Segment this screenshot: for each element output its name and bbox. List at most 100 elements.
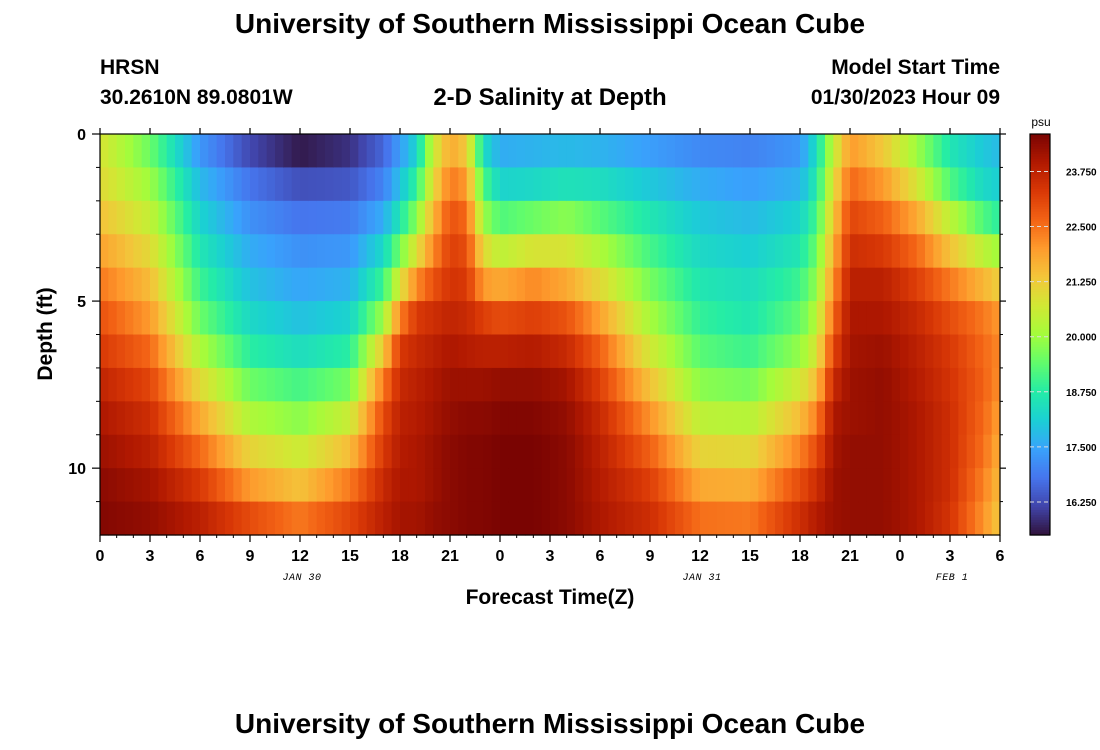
colorbar-swatch [1030, 329, 1050, 333]
heatmap-cell [625, 401, 634, 436]
heatmap-cell [766, 401, 776, 436]
heatmap-cell [108, 134, 118, 169]
heatmap-cell [825, 267, 834, 302]
heatmap-cell [475, 334, 484, 369]
heatmap-cell [791, 501, 801, 536]
heatmap-cell [483, 334, 493, 369]
heatmap-cell [983, 401, 993, 436]
heatmap-cell [966, 401, 976, 436]
heatmap-cell [375, 200, 384, 235]
heatmap-cell [525, 468, 534, 503]
heatmap-cell [233, 134, 243, 169]
colorbar-swatch [1030, 224, 1050, 228]
heatmap-cell [866, 167, 876, 202]
heatmap-cell [233, 468, 243, 503]
heatmap-cell [216, 267, 226, 302]
heatmap-cell [566, 200, 576, 235]
heatmap-cell [991, 134, 1001, 169]
heatmap-cell [516, 367, 526, 402]
heatmap-cell [375, 401, 384, 436]
heatmap-cell [200, 234, 209, 269]
colorbar-swatch [1030, 387, 1050, 391]
heatmap-cell [175, 134, 184, 169]
colorbar-swatch [1030, 437, 1050, 441]
heatmap-cell [341, 501, 351, 536]
heatmap-cell [608, 367, 618, 402]
heatmap-cell [300, 401, 309, 436]
heatmap-cell [716, 468, 726, 503]
heatmap-cell [291, 267, 301, 302]
heatmap-cell [458, 267, 468, 302]
heatmap-cell [350, 200, 359, 235]
heatmap-cell [816, 334, 826, 369]
heatmap-cell [466, 334, 476, 369]
heatmap-cell [441, 301, 451, 336]
heatmap-cell [958, 367, 968, 402]
heatmap-cell [950, 501, 959, 536]
colorbar-swatch [1030, 449, 1050, 453]
heatmap-cell [741, 334, 751, 369]
heatmap-cell [383, 134, 393, 169]
heatmap-cell [933, 434, 943, 469]
heatmap-cell [491, 501, 501, 536]
heatmap-cell [808, 501, 818, 536]
colorbar-swatch [1030, 304, 1050, 308]
heatmap-cell [916, 401, 926, 436]
heatmap-cell [808, 267, 818, 302]
heatmap-cell [108, 234, 118, 269]
heatmap-cell [358, 234, 368, 269]
colorbar-swatch [1030, 244, 1050, 248]
heatmap-cell [175, 200, 184, 235]
heatmap-cell [358, 134, 368, 169]
heatmap-cell [325, 167, 334, 202]
heatmap-cell [600, 334, 609, 369]
heatmap-cell [333, 334, 343, 369]
heatmap-cell [558, 468, 568, 503]
heatmap-cell [833, 167, 843, 202]
heatmap-cell [150, 200, 159, 235]
heatmap-cell [641, 234, 651, 269]
heatmap-cell [191, 367, 201, 402]
heatmap-cell [766, 434, 776, 469]
heatmap-cell [508, 434, 518, 469]
heatmap-cell [866, 334, 876, 369]
heatmap-cell [866, 434, 876, 469]
heatmap-cell [366, 234, 376, 269]
heatmap-cell [100, 167, 109, 202]
heatmap-cell [758, 501, 768, 536]
heatmap-cell [216, 501, 226, 536]
heatmap-cell [633, 234, 643, 269]
heatmap-cell [250, 200, 259, 235]
heatmap-cell [741, 200, 751, 235]
heatmap-cell [825, 501, 834, 536]
heatmap-cell [641, 434, 651, 469]
heatmap-cell [433, 167, 443, 202]
colorbar-swatch [1030, 184, 1050, 188]
heatmap-cell [650, 434, 659, 469]
heatmap-cell [341, 334, 351, 369]
heatmap-cell [800, 167, 809, 202]
heatmap-cell [450, 301, 459, 336]
heatmap-cell [625, 334, 634, 369]
heatmap-cell [516, 167, 526, 202]
heatmap-cell [216, 167, 226, 202]
heatmap-cell [683, 401, 693, 436]
heatmap-cell [391, 267, 401, 302]
heatmap-cell [341, 134, 351, 169]
colorbar-swatch [1030, 359, 1050, 363]
heatmap-cell [208, 334, 218, 369]
heatmap-cell [916, 301, 926, 336]
heatmap-cell [208, 501, 218, 536]
heatmap-cell [558, 134, 568, 169]
colorbar-swatch [1030, 289, 1050, 293]
heatmap-cell [450, 434, 459, 469]
heatmap-cell [500, 468, 509, 503]
heatmap-cell [933, 367, 943, 402]
heatmap-cell [433, 501, 443, 536]
heatmap-cell [450, 468, 459, 503]
heatmap-cell [958, 301, 968, 336]
heatmap-cell [925, 468, 934, 503]
heatmap-cell [791, 367, 801, 402]
heatmap-cell [516, 468, 526, 503]
colorbar-swatch [1030, 314, 1050, 318]
